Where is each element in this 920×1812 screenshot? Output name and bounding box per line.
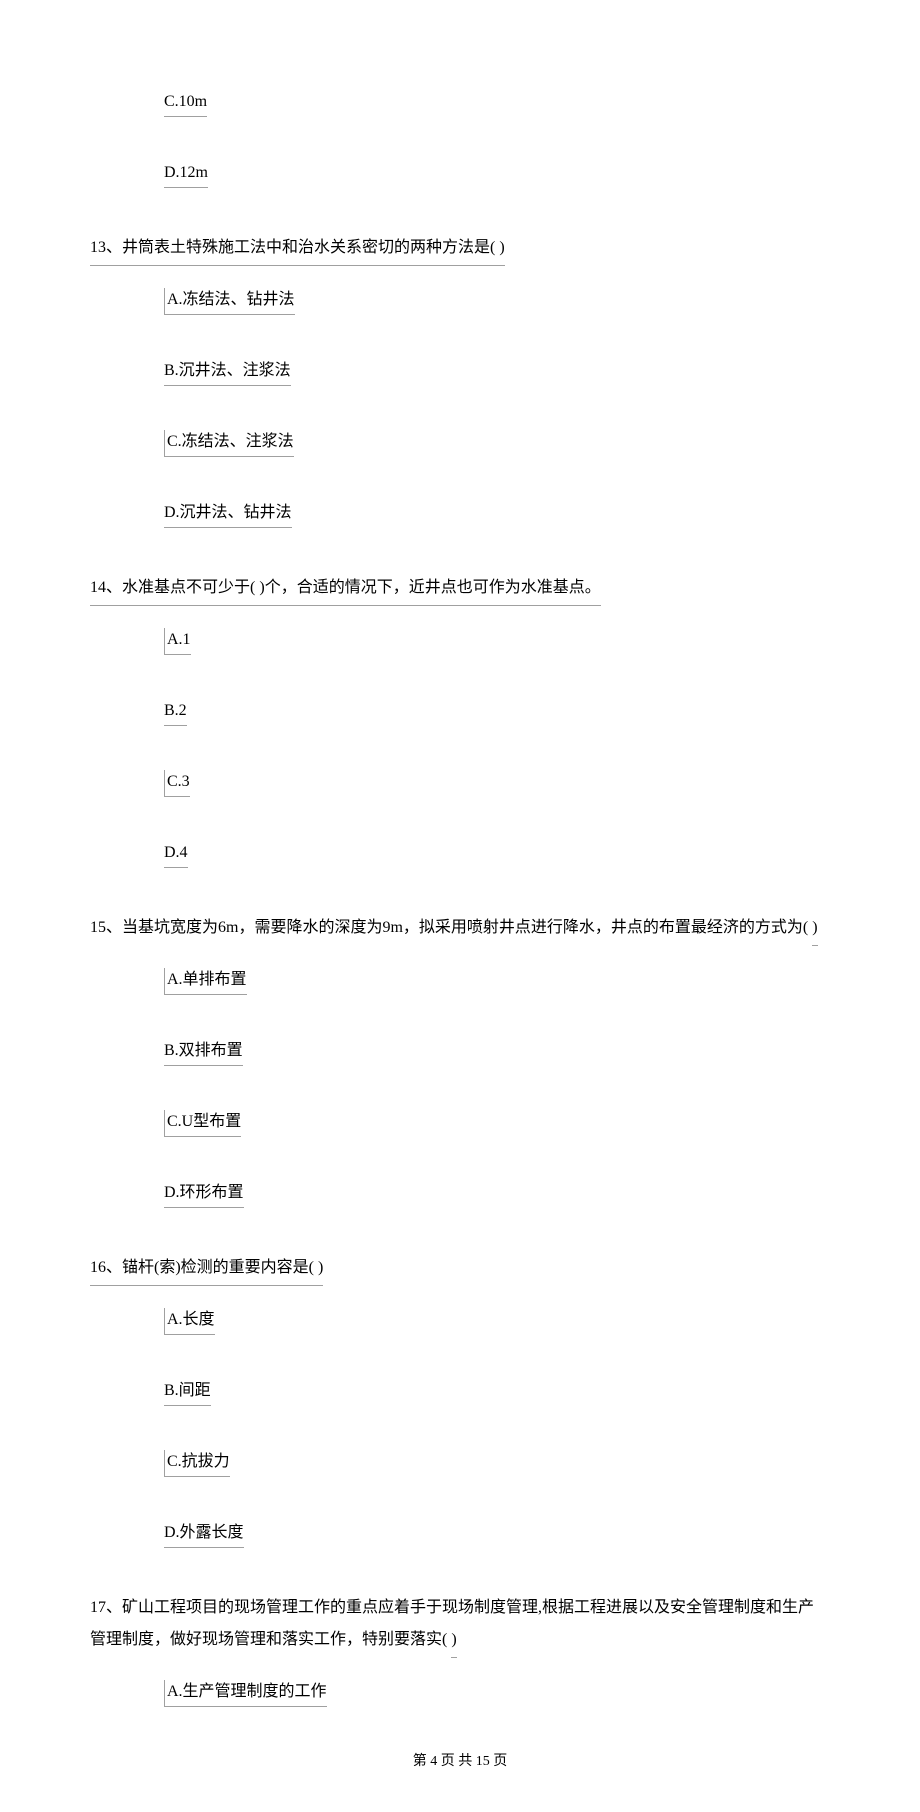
question-number: 14、 [90, 579, 122, 596]
question-text-part1: 井筒表土特殊施工法中和治水关系密切的两种方法是( [122, 239, 495, 256]
question-15: 15、当基坑宽度为6m，需要降水的深度为9m，拟采用喷射井点进行降水，井点的布置… [90, 912, 830, 946]
question-text-part2: ) [451, 1624, 456, 1658]
option-12-d: D.12m [90, 161, 830, 210]
question-17: 17、矿山工程项目的现场管理工作的重点应着手于现场制度管理,根据工程进展以及安全… [90, 1592, 830, 1658]
option-label: A.1 [164, 628, 191, 655]
option-16-d: D.外露长度 [90, 1521, 830, 1570]
option-16-b: B.间距 [90, 1379, 830, 1428]
question-number: 13、 [90, 239, 122, 256]
option-16-a: A.长度 [90, 1308, 830, 1357]
option-13-c: C.冻结法、注浆法 [90, 430, 830, 479]
option-label: B.沉井法、注浆法 [164, 359, 291, 386]
question-13: 13、井筒表土特殊施工法中和治水关系密切的两种方法是( ) [90, 232, 830, 266]
option-label: C.抗拔力 [164, 1450, 230, 1477]
page-footer: 第 4 页 共 15 页 [90, 1751, 830, 1772]
option-label: C.10m [164, 90, 207, 117]
option-label: A.长度 [164, 1308, 215, 1335]
option-14-a: A.1 [90, 628, 830, 677]
option-label: B.双排布置 [164, 1039, 243, 1066]
option-15-c: C.U型布置 [90, 1110, 830, 1159]
option-label: C.U型布置 [164, 1110, 241, 1137]
question-number: 15、 [90, 919, 122, 936]
question-text-part2: )个，合适的情况下，近井点也可作为水准基点。 [259, 579, 600, 596]
question-text-part2: ) [499, 239, 504, 256]
option-15-b: B.双排布置 [90, 1039, 830, 1088]
question-number: 17、 [90, 1599, 122, 1616]
option-label: C.冻结法、注浆法 [164, 430, 294, 457]
option-label: D.环形布置 [164, 1181, 244, 1208]
option-14-c: C.3 [90, 770, 830, 819]
question-14: 14、水准基点不可少于( )个，合适的情况下，近井点也可作为水准基点。 [90, 572, 830, 606]
option-label: B.2 [164, 699, 187, 726]
option-16-c: C.抗拔力 [90, 1450, 830, 1499]
question-number: 16、 [90, 1259, 122, 1276]
question-text-part2: ) [812, 912, 817, 946]
option-13-b: B.沉井法、注浆法 [90, 359, 830, 408]
question-text-part2: ) [318, 1259, 323, 1276]
option-label: A.生产管理制度的工作 [164, 1680, 327, 1707]
option-13-a: A.冻结法、钻井法 [90, 288, 830, 337]
option-label: D.12m [164, 161, 208, 188]
option-14-d: D.4 [90, 841, 830, 890]
option-13-d: D.沉井法、钻井法 [90, 501, 830, 550]
option-15-a: A.单排布置 [90, 968, 830, 1017]
option-label: D.沉井法、钻井法 [164, 501, 292, 528]
option-15-d: D.环形布置 [90, 1181, 830, 1230]
option-14-b: B.2 [90, 699, 830, 748]
question-16: 16、锚杆(索)检测的重要内容是( ) [90, 1252, 830, 1286]
question-text-part1: 水准基点不可少于( [122, 579, 255, 596]
option-label: C.3 [164, 770, 190, 797]
option-label: B.间距 [164, 1379, 211, 1406]
question-text-part1: 当基坑宽度为6m，需要降水的深度为9m，拟采用喷射井点进行降水，井点的布置最经济… [122, 919, 808, 936]
option-label: A.单排布置 [164, 968, 247, 995]
option-label: D.4 [164, 841, 188, 868]
option-12-c: C.10m [90, 90, 830, 139]
option-label: D.外露长度 [164, 1521, 244, 1548]
question-text-part1: 锚杆(索)检测的重要内容是( [122, 1259, 314, 1276]
option-17-a: A.生产管理制度的工作 [90, 1680, 830, 1729]
option-label: A.冻结法、钻井法 [164, 288, 295, 315]
